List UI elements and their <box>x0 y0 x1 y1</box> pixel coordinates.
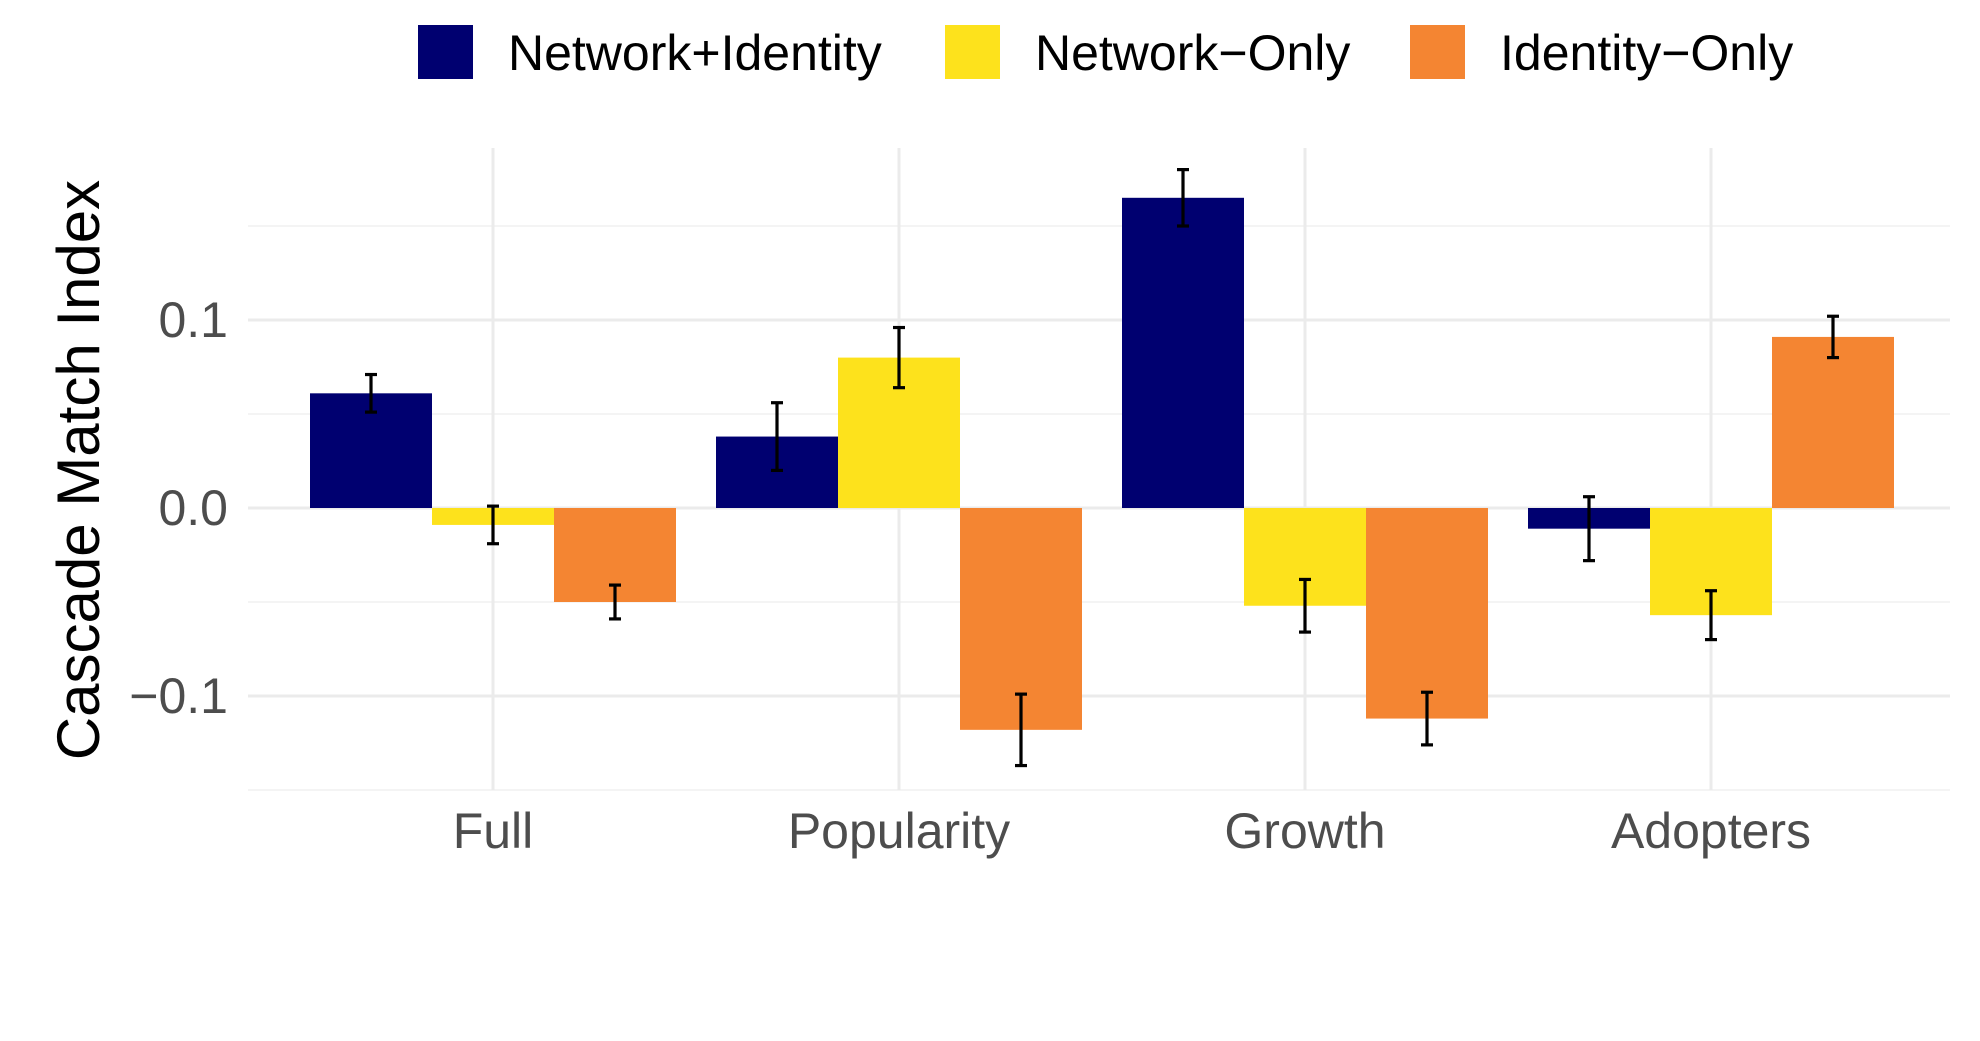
y-axis-title: Cascade Match Index <box>45 180 112 760</box>
legend-key <box>418 25 473 79</box>
error-bar <box>1177 168 1189 228</box>
x-tick-label-growth: Growth <box>1224 803 1385 859</box>
error-bar <box>1705 589 1717 642</box>
error-bar <box>365 372 377 414</box>
bar-identity-only-adopters <box>1772 336 1894 508</box>
error-bar <box>1299 577 1311 634</box>
x-tick-label-adopters: Adopters <box>1611 803 1811 859</box>
error-bar <box>487 504 499 546</box>
y-tick-label: 0.0 <box>158 480 228 536</box>
legend-label: Network−Only <box>1035 25 1350 81</box>
y-tick-label: −0.1 <box>129 668 228 724</box>
legend-item-network-only: Network−Only <box>945 25 1350 81</box>
error-bar <box>771 401 783 472</box>
legend-label: Identity−Only <box>1500 25 1793 81</box>
legend-key <box>945 25 1000 79</box>
legend-item-network-identity: Network+Identity <box>418 25 882 81</box>
error-bar <box>609 583 621 621</box>
bar-network-identity-growth <box>1122 197 1244 509</box>
legend-label: Network+Identity <box>508 25 882 81</box>
x-tick-label-popularity: Popularity <box>788 803 1010 859</box>
error-bar <box>1421 690 1433 747</box>
error-bar <box>1015 692 1027 768</box>
bar-identity-only-growth <box>1366 508 1488 719</box>
legend-item-identity-only: Identity−Only <box>1410 25 1793 81</box>
y-tick-label: 0.1 <box>158 292 228 348</box>
error-bar <box>1583 495 1595 563</box>
error-bar <box>1827 314 1839 360</box>
error-bar <box>893 325 905 390</box>
x-tick-label-full: Full <box>453 803 534 859</box>
legend-key <box>1410 25 1465 79</box>
